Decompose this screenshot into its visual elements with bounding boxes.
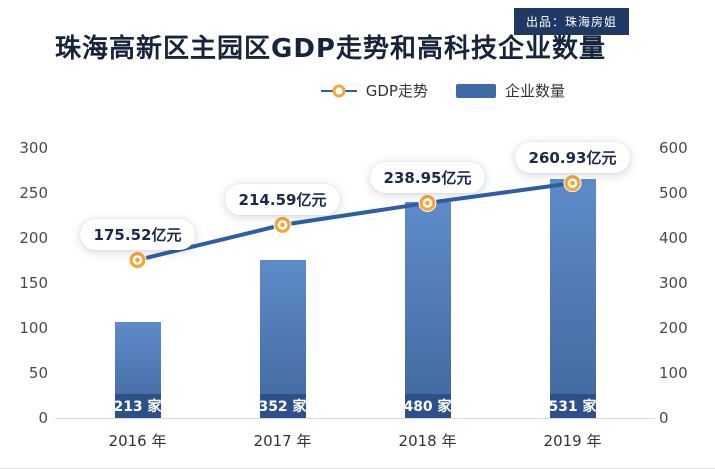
legend-item-gdp: GDP走势	[320, 80, 428, 101]
gdp-point-marker-icon	[128, 251, 147, 270]
marker-dot-icon	[332, 84, 346, 97]
gdp-point-marker-icon	[563, 174, 582, 193]
gdp-value-callout: 214.59亿元	[224, 183, 341, 215]
bar-2019: 531 家	[548, 179, 597, 418]
right-axis-tick: 0	[659, 409, 669, 427]
publisher-badge: 出品：珠海房姐	[513, 8, 629, 35]
right-axis-tick: 300	[659, 274, 688, 292]
bar-2016: 213 家	[113, 322, 162, 418]
bar-value-label: 213 家	[113, 393, 162, 418]
bar-value-label: 531 家	[548, 393, 597, 418]
legend-label-enterprises: 企业数量	[504, 82, 565, 100]
chart-title: 珠海高新区主园区GDP走势和高科技企业数量	[55, 34, 606, 64]
x-axis-label: 2017 年	[253, 432, 312, 450]
left-axis-tick: 100	[19, 319, 48, 337]
left-axis-tick: 0	[38, 409, 48, 427]
bar-2018: 480 家	[403, 202, 452, 418]
bar-swatch-icon	[455, 83, 496, 98]
gdp-point-marker-icon	[418, 193, 437, 212]
left-axis-tick: 50	[28, 364, 48, 382]
gdp-point-marker-icon	[273, 215, 292, 234]
x-axis-line	[55, 418, 655, 419]
x-axis-label: 2018 年	[398, 432, 457, 450]
gdp-value-callout: 260.93亿元	[514, 142, 631, 174]
legend: GDP走势 企业数量	[320, 80, 565, 101]
right-axis-tick: 500	[659, 184, 688, 202]
legend-item-enterprises: 企业数量	[455, 80, 565, 101]
left-axis-tick: 300	[19, 139, 48, 157]
gdp-line	[128, 174, 582, 270]
bar-2017: 352 家	[258, 259, 307, 418]
right-axis-tick: 200	[659, 319, 688, 337]
gdp-value-callout: 238.95亿元	[369, 161, 486, 193]
gdp-value-callout: 175.52亿元	[79, 219, 196, 251]
left-axis-tick: 250	[19, 184, 48, 202]
x-axis-label: 2019 年	[543, 432, 602, 450]
line-marker-icon	[320, 83, 357, 99]
right-axis-tick: 600	[659, 139, 688, 157]
right-axis-tick: 100	[659, 364, 688, 382]
bar-value-label: 352 家	[258, 393, 307, 418]
bar-value-label: 480 家	[403, 394, 452, 418]
x-axis-label: 2016 年	[108, 432, 167, 450]
legend-label-gdp: GDP走势	[365, 82, 428, 100]
right-axis-tick: 400	[659, 229, 688, 247]
left-axis-tick: 200	[19, 229, 48, 247]
left-axis-tick: 150	[19, 274, 48, 292]
